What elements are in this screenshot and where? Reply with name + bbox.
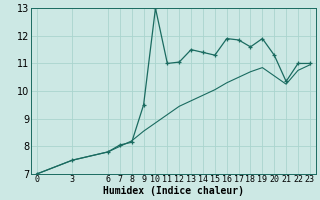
X-axis label: Humidex (Indice chaleur): Humidex (Indice chaleur) <box>103 186 244 196</box>
